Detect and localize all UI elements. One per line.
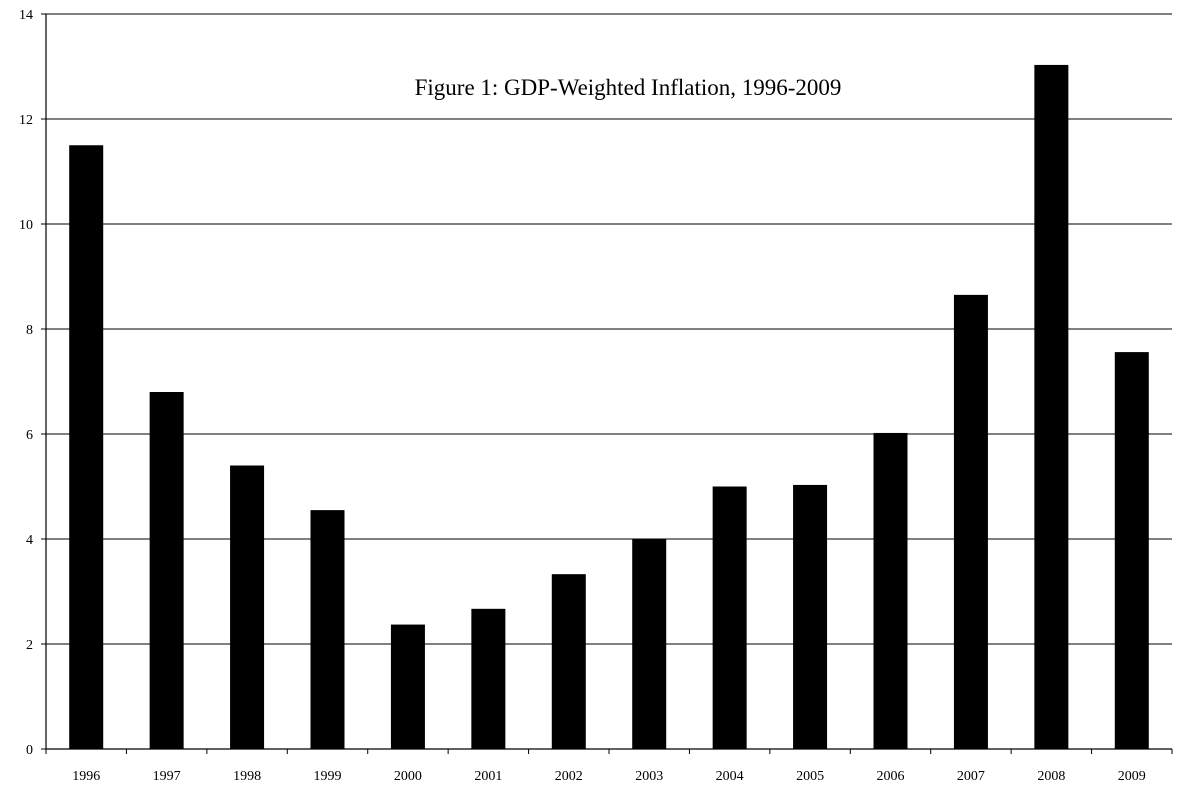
x-tick-labels: 1996 1997 1998 1999 2000 2001 2002 2003 2004 2005… [45,749,1173,784]
bar-2009 [1114,352,1149,749]
bar-2007 [953,294,988,749]
x-tick-label-2001: 2001 [474,769,502,784]
x-tick-label-1997: 1997 [153,769,181,784]
bar-1997 [149,392,184,749]
bar-2006 [873,432,908,749]
bar-2008 [1034,64,1069,750]
bar-2000 [390,624,425,749]
bar-2001 [471,608,506,749]
x-tick-label-2009: 2009 [1118,769,1146,784]
y-tick-label-12: 12 [19,113,33,128]
bar-2004 [712,486,747,749]
y-tick-label-8: 8 [26,323,33,338]
y-tick-label-0: 0 [26,743,33,758]
y-tick-label-2: 2 [26,638,33,653]
bar-2003 [632,539,667,749]
x-tick-label-2007: 2007 [957,769,985,784]
bar-1998 [230,465,265,749]
x-tick-label-1998: 1998 [233,769,261,784]
bar-2005 [793,484,828,749]
x-tick-label-1996: 1996 [72,769,100,784]
y-tick-label-14: 14 [19,8,33,23]
bar-1999 [310,510,345,749]
x-tick-label-2004: 2004 [716,769,744,784]
x-tick-label-2005: 2005 [796,769,824,784]
x-tick-label-2000: 2000 [394,769,422,784]
bar-1996 [69,145,104,749]
x-tick-label-2008: 2008 [1037,769,1065,784]
y-tick-label-10: 10 [19,218,33,233]
axes [45,14,1172,750]
x-tick-label-2002: 2002 [555,769,583,784]
y-tick-labels: 0 2 4 6 8 10 12 14 [19,8,46,758]
y-tick-label-6: 6 [26,428,33,443]
x-tick-label-1999: 1999 [314,769,342,784]
x-tick-label-2003: 2003 [635,769,663,784]
x-tick-label-2006: 2006 [877,769,905,784]
gridlines [46,13,1172,645]
y-tick-label-4: 4 [26,533,33,548]
chart-title: Figure 1: GDP-Weighted Inflation, 1996-2… [415,75,842,100]
bars [69,64,1149,750]
bar-2002 [551,574,586,749]
